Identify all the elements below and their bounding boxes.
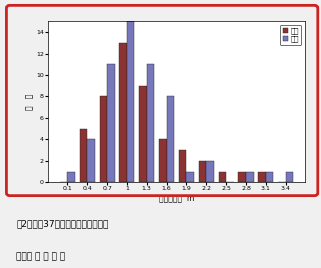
Bar [206, 161, 214, 182]
Bar [179, 150, 187, 182]
Bar [67, 172, 75, 182]
Bar [119, 43, 127, 182]
Bar [107, 64, 115, 182]
Bar [266, 172, 273, 182]
Bar [219, 172, 226, 182]
Bar [147, 64, 154, 182]
Bar [286, 172, 293, 182]
Bar [258, 172, 266, 182]
Bar [167, 96, 174, 182]
Bar [87, 139, 95, 182]
Bar [139, 86, 147, 182]
Text: 割れ位 置 の 関 係: 割れ位 置 の 関 係 [16, 252, 65, 261]
Bar [80, 129, 87, 182]
Bar [239, 172, 246, 182]
Bar [100, 96, 107, 182]
Bar [246, 172, 254, 182]
Legend: 右岸, 左岸: 右岸, 左岸 [280, 25, 301, 45]
X-axis label: 割れ目間隔  m: 割れ目間隔 m [159, 194, 194, 203]
Bar [127, 21, 134, 182]
Bar [159, 139, 167, 182]
Bar [199, 161, 206, 182]
Bar [187, 172, 194, 182]
Y-axis label: 頻   度: 頻 度 [26, 94, 35, 110]
Text: 図2　供用37年水路の左右岸のひび: 図2 供用37年水路の左右岸のひび [16, 220, 108, 229]
